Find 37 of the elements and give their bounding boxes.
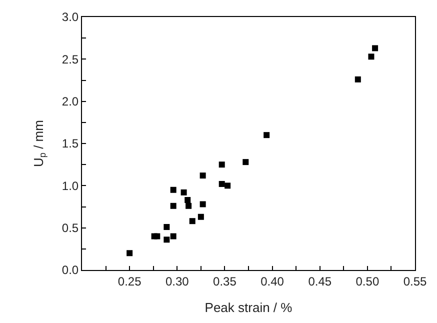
text: 3.0 — [62, 10, 79, 24]
point — [218, 180, 225, 187]
text: 0.50 — [356, 274, 380, 288]
point — [164, 236, 170, 243]
point — [218, 162, 225, 168]
point — [242, 159, 249, 166]
text: 0.0 — [62, 263, 79, 278]
x-axis-title: Peak strain / % — [204, 300, 293, 315]
point — [189, 218, 196, 224]
point — [372, 45, 378, 52]
text: 2.0 — [62, 94, 79, 109]
y-tick-label: 2.5 — [62, 52, 79, 66]
x-tick-label: 0.45 — [308, 274, 332, 288]
y-tick-label: 0.5 — [62, 221, 79, 236]
point — [354, 76, 361, 82]
x-tick-label: 0.25 — [118, 274, 142, 288]
point — [368, 54, 374, 60]
point — [184, 197, 191, 203]
point — [200, 172, 206, 179]
text: 0.40 — [260, 274, 284, 288]
point — [264, 132, 270, 138]
point — [180, 189, 187, 196]
point — [170, 202, 176, 209]
x-tick-label: 0.35 — [213, 274, 237, 288]
y-tick-label: 1.5 — [62, 136, 79, 151]
text: 1.0 — [62, 178, 79, 193]
point — [164, 224, 170, 230]
point — [198, 214, 204, 220]
point — [200, 201, 206, 208]
x-tick-label: 0.55 — [403, 274, 427, 288]
point — [170, 186, 176, 193]
point — [224, 182, 231, 189]
text: 0.30 — [165, 274, 189, 288]
point — [170, 233, 176, 240]
point — [154, 233, 160, 240]
point — [186, 202, 192, 209]
point — [126, 250, 133, 256]
